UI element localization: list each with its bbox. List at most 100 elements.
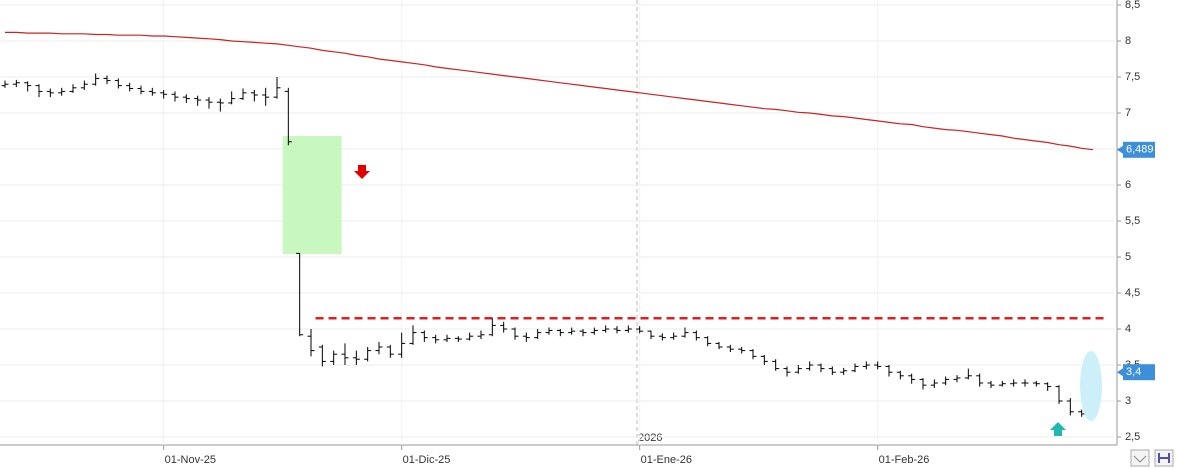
ohlc-bar [58,87,66,96]
y-tick-label: 4 [1125,323,1131,335]
ohlc-bar [658,333,666,341]
ohlc-bar [35,84,43,98]
ohlc-bar [318,344,326,367]
ohlc-bar [296,252,304,337]
toolbar-button[interactable] [1130,449,1150,467]
ohlc-bar [919,377,927,390]
ohlc-bar [964,368,972,380]
ohlc-bar [114,78,122,89]
year-label: 2026 [638,432,662,444]
x-tick-label: 01-Dic-25 [403,454,451,466]
ohlc-bar [126,82,134,92]
y-tick-label: 4,5 [1125,287,1140,299]
ohlc-bar [409,325,417,345]
sell-arrow [354,165,370,179]
y-tick-label: 7,5 [1125,71,1140,83]
ohlc-bar [874,361,882,370]
ohlc-bar [613,326,621,334]
ohlc-bar [239,88,247,101]
ohlc-bar [930,379,938,389]
ohlc-bar [681,327,689,338]
ohlc-bar [772,359,780,371]
ohlc-bar [1,80,9,88]
y-tick-label: 6 [1125,179,1131,191]
ohlc-bar [987,380,995,389]
ohlc-bar [953,375,961,383]
ohlc-bar [92,73,100,86]
ohlc-bar [194,95,202,106]
ohlc-bar [273,77,281,99]
ohlc-bar [806,361,814,371]
ohlc-bar [1021,379,1029,387]
ohlc-bar [443,334,451,342]
price-label-pointer [1117,145,1123,154]
ohlc-bar [171,91,179,102]
ohlc-bar [182,94,190,103]
buy-arrow [1050,422,1066,436]
y-tick-label: 8,5 [1125,0,1140,11]
ohlc-bar [851,363,859,373]
ohlc-bar [454,336,462,342]
ohlc-bar [330,350,338,365]
ohlc-bar [466,332,474,341]
ohlc-bar [885,365,893,377]
ohlc-bar [250,89,258,102]
price-label: 3,4 [1126,366,1141,378]
ohlc-bar [375,341,383,355]
ohlc-bar [715,341,723,350]
ohlc-bar [647,330,655,340]
ohlc-bar [364,347,372,362]
ohlc-bar [726,344,734,353]
price-label-box [1123,141,1155,158]
y-tick-label: 3 [1125,395,1131,407]
ohlc-bar [522,332,530,342]
ohlc-bar [46,88,54,98]
y-tick-label: 7 [1125,107,1131,119]
ohlc-bar [398,332,406,358]
price-label-box [1123,364,1155,381]
y-tick-label: 2,5 [1125,431,1140,443]
ohlc-bar [602,325,610,333]
ohlc-bar [817,363,825,373]
ohlc-bar [908,373,916,384]
ohlc-bar [1055,385,1063,404]
ohlc-bar [103,75,111,85]
ohlc-bar [341,343,349,365]
ohlc-bar [783,366,791,377]
ohlc-bar [262,87,270,106]
ohlc-bar [998,380,1006,387]
ohlc-bar [760,354,768,365]
ohlc-bar [738,347,746,354]
ohlc-bar [545,327,553,335]
ohlc-bar [556,329,564,337]
ohlc-bar [511,327,519,340]
ohlc-bar [534,329,542,340]
icon [1133,455,1147,463]
ohlc-bar [420,330,428,342]
ohlc-bar [692,330,700,341]
ohlc-bar [1044,382,1052,391]
ohlc-bar [432,334,440,344]
moving-average [5,31,1094,151]
ohlc-bar [307,329,315,357]
gap-zone [282,136,342,255]
ohlc-bar [704,336,712,347]
highlight [1080,351,1102,421]
ohlc-bar [862,361,870,370]
ohlc-bar [24,81,32,92]
ohlc-bar [80,80,88,90]
ohlc-bar [488,318,496,337]
icon [1158,453,1170,463]
price-label: 6,489 [1126,144,1154,156]
ohlc-bar [148,87,156,96]
ohlc-bar [840,367,848,376]
x-tick-label: 01-Ene-26 [641,454,692,466]
ohlc-bar [749,349,757,360]
ohlc-bar [12,79,20,88]
ohlc-bar [137,85,145,95]
ohlc-bar [228,91,236,105]
ohlc-bar [579,329,587,337]
y-tick-label: 5,5 [1125,215,1140,227]
ohlc-bar [942,376,950,386]
